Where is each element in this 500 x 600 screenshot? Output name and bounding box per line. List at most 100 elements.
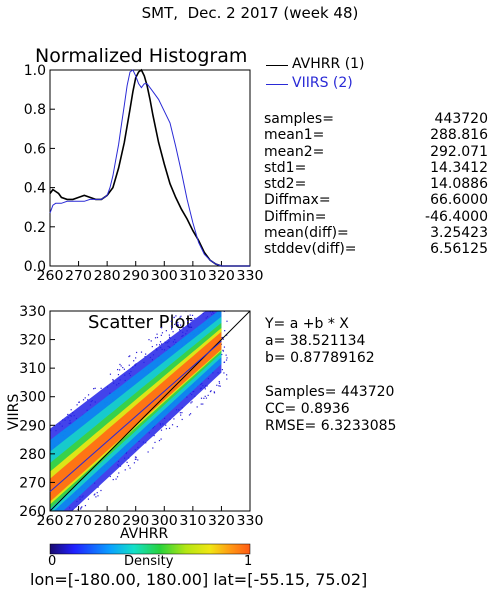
scatter-point — [95, 496, 97, 498]
scatter-point — [128, 364, 130, 366]
scatter-point — [219, 299, 220, 300]
scatter-point — [156, 344, 158, 346]
scatter-point — [73, 511, 74, 512]
stat-label: samples= — [264, 111, 334, 127]
scatter-point — [226, 320, 228, 322]
stat-label: std1= — [264, 159, 307, 176]
scatter-point — [109, 475, 111, 478]
scatter-point — [190, 402, 192, 404]
scatter-point — [196, 406, 198, 408]
scatter-point — [213, 302, 214, 303]
scatter-point — [160, 429, 163, 431]
scatter-point — [206, 297, 207, 298]
scatter-point — [200, 403, 202, 405]
scatter-point — [223, 289, 224, 290]
fit-rmse: RMSE= 6.3233085 — [265, 418, 397, 434]
scatter-point — [168, 427, 171, 429]
legend-item-avhrr: AVHRR (1) — [266, 56, 406, 74]
scatter-point — [223, 361, 226, 363]
scatter-point — [219, 286, 220, 287]
viirs-series-line — [49, 69, 250, 267]
scatter-point — [97, 495, 99, 497]
scatter-point — [200, 397, 203, 399]
scatter-point — [170, 328, 173, 330]
scatter-point — [213, 391, 215, 393]
scatter-point — [180, 414, 182, 416]
fit-line — [49, 340, 222, 493]
scatter-point — [128, 355, 130, 358]
scatter-point — [188, 414, 191, 416]
scatter-point — [220, 285, 221, 286]
scatter-point — [156, 333, 158, 335]
scatter-point — [45, 537, 46, 538]
stat-value: 14.0886 — [430, 176, 488, 193]
stat-label: mean(diff)= — [264, 225, 349, 242]
scatter-point — [87, 399, 89, 401]
scatter-point — [44, 437, 45, 438]
scatter-point — [205, 397, 208, 399]
scatter-xtick-label: 270 — [65, 514, 92, 529]
scatter-point — [165, 428, 168, 430]
scatter-point — [177, 321, 179, 324]
scatter-point — [199, 294, 200, 295]
scatter-point — [189, 319, 191, 322]
scatter-point — [112, 478, 114, 481]
scatter-point — [213, 392, 216, 394]
stat-row-stddev-diff: stddev(diff)= 6.56125 — [264, 241, 496, 257]
scatter-point — [223, 346, 226, 348]
scatter-point — [181, 412, 183, 414]
scatter-point — [207, 298, 208, 299]
scatter-point — [97, 486, 99, 488]
scatter-point — [189, 413, 192, 415]
fit-spacer — [265, 367, 396, 384]
scatter-point — [217, 306, 218, 307]
scatter-point — [207, 394, 209, 396]
scatter-point — [225, 354, 227, 356]
scatter-point — [209, 288, 210, 289]
scatter-ytick-label: 270 — [19, 475, 46, 491]
scatter-point — [168, 334, 170, 336]
scatter-ytick-label: 260 — [19, 504, 46, 520]
scatter-ylabel: VIIRS — [6, 393, 22, 431]
scatter-point — [195, 306, 196, 307]
scatter-point — [160, 334, 162, 336]
scatter-point — [223, 304, 224, 305]
scatter-point — [46, 440, 47, 441]
histogram-frame — [49, 69, 251, 267]
scatter-point — [194, 307, 195, 308]
scatter-point — [211, 308, 212, 309]
scatter-point — [180, 315, 182, 317]
scatter-point — [204, 395, 206, 397]
scatter-point — [185, 309, 186, 310]
scatter-point — [197, 308, 198, 309]
scatter-point — [156, 336, 159, 339]
scatter-point — [152, 447, 154, 449]
scatter-xtick-label: 330 — [237, 514, 264, 529]
scatter-point — [194, 317, 196, 320]
scatter-point — [81, 506, 83, 508]
scatter-xtick-label: 320 — [208, 514, 235, 529]
scatter-point — [173, 418, 175, 420]
scatter-point — [80, 508, 82, 510]
colorbar-title: Density — [124, 554, 174, 569]
scatter-point — [174, 323, 176, 325]
scatter-xtick-label: 280 — [94, 514, 121, 529]
scatter-point — [209, 304, 210, 305]
colorbar — [49, 543, 251, 555]
scatter-point — [204, 388, 206, 390]
scatter-point — [177, 324, 179, 326]
scatter-ytick-label: 300 — [19, 390, 46, 406]
scatter-point — [93, 494, 95, 496]
scatter-point — [176, 425, 178, 428]
scatter-point — [220, 337, 223, 339]
scatter-point — [45, 438, 46, 439]
scatter-point — [133, 462, 136, 464]
scatter-point — [206, 306, 207, 307]
stat-value: 6.56125 — [430, 241, 488, 258]
scatter-point — [223, 372, 225, 374]
scatter-point — [87, 394, 90, 396]
scatter-point — [47, 446, 48, 447]
scatter-point — [189, 314, 191, 316]
scatter-ytick-label: 310 — [19, 361, 46, 377]
histogram-ytick-label: 0.4 — [24, 181, 46, 197]
